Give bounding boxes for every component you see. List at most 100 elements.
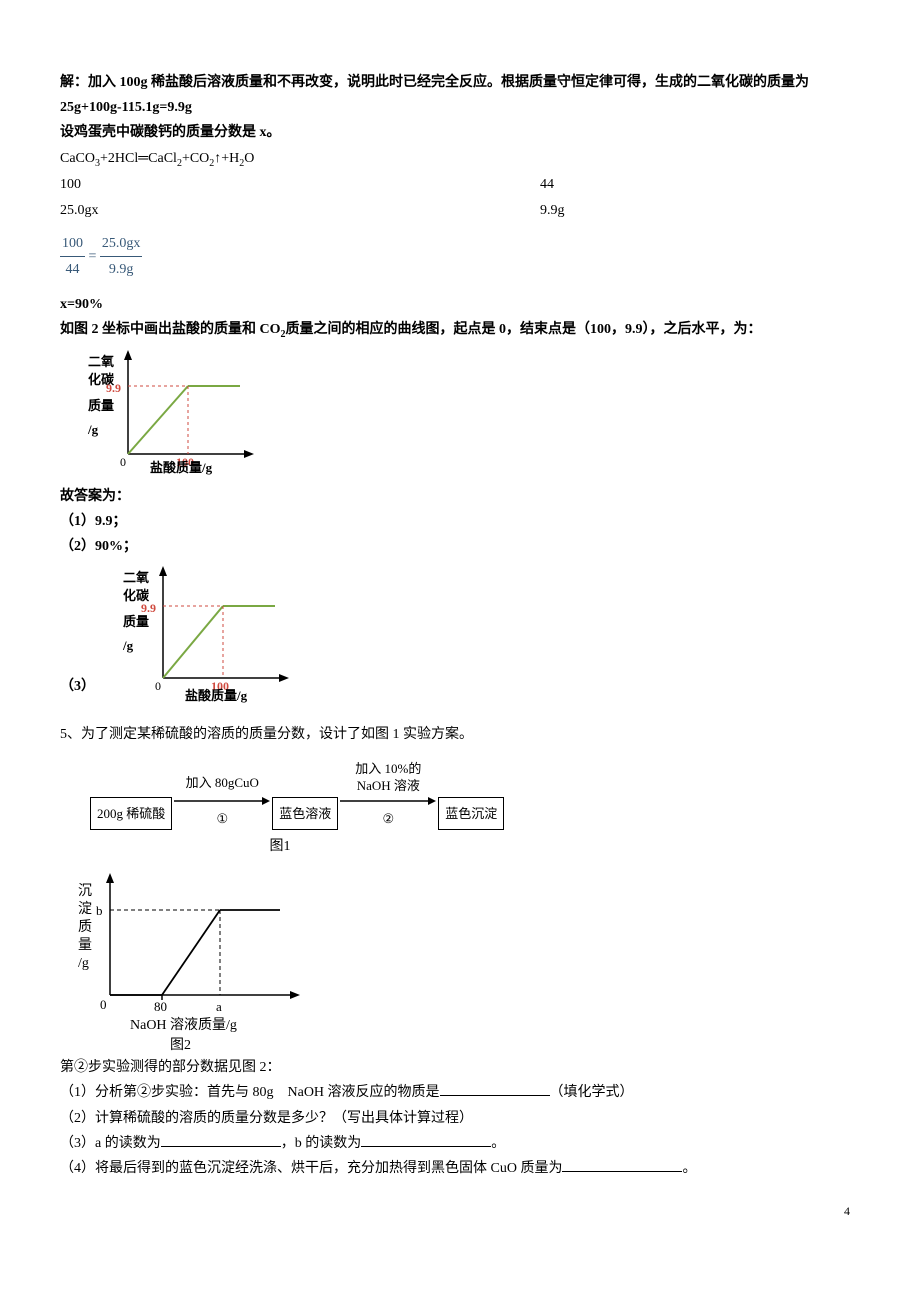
answer-1: （1）9.9； [60, 509, 860, 534]
mass-row-2: 25.0gx 9.9g [60, 198, 860, 223]
blank-1 [440, 1081, 550, 1096]
y-tick-label: 9.9 [106, 381, 121, 395]
q5-step-intro: 第②步实验测得的部分数据见图 2： [60, 1055, 860, 1080]
q5-4b: 。 [682, 1161, 696, 1176]
blank-b [361, 1132, 491, 1147]
x-axis-label: 盐酸质量/g [150, 460, 213, 475]
q5-3a: （3）a 的读数为 [60, 1136, 161, 1151]
y-tick-label: 9.9 [141, 601, 156, 615]
co2-graph-1: 二氧 化碳 质量 /g 0 9.9 100 盐酸质量/g [80, 344, 260, 484]
mass-25x: 25.0gx [60, 198, 540, 223]
arrow1-top: 加入 80gCuO [172, 771, 272, 794]
q5-3c: 。 [491, 1136, 505, 1151]
origin-label: 0 [120, 455, 126, 469]
blank-cuo [562, 1157, 682, 1172]
frac-den: 44 [60, 257, 85, 282]
q5-1-text: （1）分析第②步实验：首先与 80g NaOH 溶液反应的物质是 [60, 1085, 440, 1100]
page-number: 4 [60, 1201, 860, 1223]
eq-dash: ═ [138, 151, 148, 166]
y-label-l4: /g [122, 638, 134, 653]
fig2-caption: 图2 [170, 1038, 191, 1053]
q5-1-suffix: （填化学式） [550, 1085, 634, 1100]
origin-label: 0 [100, 997, 107, 1012]
curve-rise [163, 606, 223, 678]
flow-box-3: 蓝色沉淀 [438, 797, 504, 830]
q5-part-1: （1）分析第②步实验：首先与 80g NaOH 溶液反应的物质是 （填化学式） [60, 1080, 860, 1105]
y-label-l3: 质量 [88, 398, 114, 413]
eq-part: +CO [182, 151, 209, 166]
y-label-l1: 二氧 [123, 570, 149, 585]
eq-part: O [244, 151, 254, 166]
arrow-2 [338, 795, 438, 807]
arrow2-top-l1: 加入 10%的 [338, 761, 438, 778]
arrow1-bottom: ① [172, 807, 272, 830]
answer-header: 故答案为： [60, 484, 860, 509]
fig1-caption: 图1 [190, 834, 370, 859]
mass-row-1: 100 44 [60, 172, 860, 197]
x-axis-label: NaOH 溶液质量/g [130, 1017, 237, 1033]
answer-3-row: （3） 二氧 化碳 质量 /g 0 9.9 100 盐酸质量/g [60, 560, 860, 710]
y-arrow [124, 350, 132, 360]
x-arrow [279, 674, 289, 682]
flow-box-2: 蓝色溶液 [272, 797, 338, 830]
x-arrow [290, 991, 300, 999]
graph-fig2-container: 沉 淀 质 量 /g 0 b 80 a NaOH 溶液质量/g 图2 [70, 865, 860, 1055]
answer-3-label: （3） [60, 674, 95, 709]
arrow2-bottom: ② [338, 807, 438, 830]
origin-label: 0 [155, 679, 161, 693]
co2-graph-2: 二氧 化碳 质量 /g 0 9.9 100 盐酸质量/g [115, 560, 295, 710]
fraction-right: 25.0gx 9.9g [100, 231, 143, 282]
mass-44: 44 [540, 172, 554, 197]
frac-num: 25.0gx [100, 231, 143, 257]
q5-part-3: （3）a 的读数为 ，b 的读数为 。 [60, 1131, 860, 1156]
y-tick-b: b [96, 903, 103, 918]
equals-sign: = [89, 249, 97, 264]
x-tick-80: 80 [154, 999, 167, 1014]
mass-100: 100 [60, 172, 540, 197]
y-label-l1: 二氧 [88, 354, 114, 369]
graph-1-container: 二氧 化碳 质量 /g 0 9.9 100 盐酸质量/g [80, 344, 860, 484]
q5-part-2: （2）计算稀硫酸的溶质的质量分数是多少？（写出具体计算过程） [60, 1106, 860, 1131]
q5-3b: ，b 的读数为 [281, 1136, 362, 1151]
answer-2: （2）90%； [60, 534, 860, 559]
y-arrow [159, 566, 167, 576]
arrow-1 [172, 795, 272, 807]
flow-box-1: 200g 稀硫酸 [90, 797, 172, 830]
eq-part: CaCl [148, 151, 177, 166]
curve-description: 如图 2 坐标中画出盐酸的质量和 CO2质量之间的相应的曲线图，起点是 0，结束… [60, 317, 860, 344]
flowchart-fig1: 200g 稀硫酸 加入 80gCuO ① 蓝色溶液 加入 10%的 NaOH 溶… [90, 761, 860, 859]
blank-a [161, 1132, 281, 1147]
q5-intro: 5、为了测定某稀硫酸的溶质的质量分数，设计了如图 1 实验方案。 [60, 722, 860, 747]
proportion-equation: 100 44 = 25.0gx 9.9g [60, 231, 860, 282]
y2-l3: 质 [78, 919, 92, 935]
seg2 [162, 910, 220, 995]
q5-part-4: （4）将最后得到的蓝色沉淀经洗涤、烘干后，充分加热得到黑色固体 CuO 质量为 。 [60, 1156, 860, 1181]
y-arrow [106, 873, 114, 883]
arrow2-top-l2: NaOH 溶液 [338, 778, 438, 795]
curve-rise [128, 386, 188, 454]
solution-line-2: 设鸡蛋壳中碳酸钙的质量分数是 x。 [60, 120, 860, 145]
x-tick-a: a [216, 999, 222, 1014]
mass-9-9: 9.9g [540, 198, 565, 223]
x-axis-label: 盐酸质量/g [185, 688, 248, 703]
y2-l1: 沉 [78, 883, 92, 899]
y2-l2: 淀 [78, 901, 92, 917]
eq-part: CaCO [60, 151, 95, 166]
frac-num: 100 [60, 231, 85, 257]
fraction-left: 100 44 [60, 231, 85, 282]
q5-4a: （4）将最后得到的蓝色沉淀经洗涤、烘干后，充分加热得到黑色固体 CuO 质量为 [60, 1161, 562, 1176]
y-label-l3: 质量 [123, 614, 149, 629]
precipitate-graph: 沉 淀 质 量 /g 0 b 80 a NaOH 溶液质量/g 图2 [70, 865, 320, 1055]
chemical-equation: CaCO3+2HCl═CaCl2+CO2↑+H2O [60, 146, 860, 173]
y2-l4: 量 [78, 937, 92, 953]
x-arrow [244, 450, 254, 458]
y-label-l4: /g [87, 422, 99, 437]
y2-l5: /g [78, 956, 89, 971]
solution-line-1: 解：加入 100g 稀盐酸后溶液质量和不再改变，说明此时已经完全反应。根据质量守… [60, 70, 860, 120]
frac-den: 9.9g [100, 257, 143, 282]
desc-part-b: 质量之间的相应的曲线图，起点是 0，结束点是（100，9.9），之后水平，为： [286, 322, 762, 337]
desc-part-a: 如图 2 坐标中画出盐酸的质量和 CO [60, 322, 281, 337]
x-result: x=90% [60, 292, 860, 317]
eq-part: +2HCl [100, 151, 138, 166]
eq-part: +H [221, 151, 239, 166]
